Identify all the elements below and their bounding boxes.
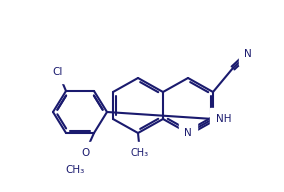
Text: CH₃: CH₃ [65,165,85,175]
Text: N: N [244,49,252,59]
Text: O: O [81,148,89,158]
Text: NH: NH [216,114,231,124]
Text: CH₃: CH₃ [131,148,149,158]
Text: Cl: Cl [53,67,63,77]
Text: N: N [184,128,192,138]
